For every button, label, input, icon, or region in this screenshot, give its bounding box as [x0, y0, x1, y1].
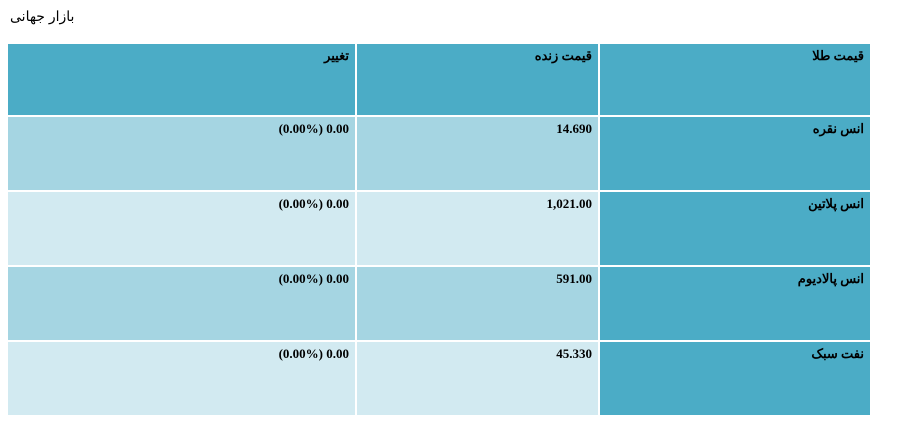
cell-value: 591.00	[556, 271, 592, 286]
market-table: قیمت طلا قیمت زنده تغییر انس نقره 14.690 (0.0…	[6, 42, 872, 417]
row-name: انس پلاتین	[808, 196, 864, 211]
value-cell: (0.00%) 0.00	[8, 342, 355, 415]
row-name: انس نقره	[812, 121, 864, 136]
cell-value: (0.00%) 0.00	[278, 196, 349, 211]
row-name-cell: انس پالادیوم	[600, 267, 870, 340]
row-name: نفت سبک	[811, 346, 864, 361]
row-name-cell: نفت سبک	[600, 342, 870, 415]
table-row: انس نقره 14.690 (0.00%) 0.00	[8, 117, 870, 190]
row-name-cell: انس پلاتین	[600, 192, 870, 265]
value-cell: (0.00%) 0.00	[8, 267, 355, 340]
value-cell: (0.00%) 0.00	[8, 117, 355, 190]
cell-value: 45.330	[556, 346, 592, 361]
table-row: انس پالادیوم 591.00 (0.00%) 0.00	[8, 267, 870, 340]
page-title: بازار جهانی	[10, 8, 75, 24]
column-header: قیمت طلا	[600, 44, 870, 115]
value-cell: 45.330	[357, 342, 598, 415]
cell-value: (0.00%) 0.00	[278, 346, 349, 361]
cell-value: 14.690	[556, 121, 592, 136]
cell-value: 1,021.00	[546, 196, 593, 211]
cell-value: (0.00%) 0.00	[278, 121, 349, 136]
row-name-cell: انس نقره	[600, 117, 870, 190]
value-cell: 591.00	[357, 267, 598, 340]
table-row: نفت سبک 45.330 (0.00%) 0.00	[8, 342, 870, 415]
value-cell: (0.00%) 0.00	[8, 192, 355, 265]
value-cell: 14.690	[357, 117, 598, 190]
row-name: انس پالادیوم	[797, 271, 864, 286]
header-row: قیمت طلا قیمت زنده تغییر	[8, 44, 870, 115]
table-row: انس پلاتین 1,021.00 (0.00%) 0.00	[8, 192, 870, 265]
table-body: قیمت طلا قیمت زنده تغییر انس نقره 14.690 (0.0…	[8, 44, 870, 415]
cell-value: (0.00%) 0.00	[278, 271, 349, 286]
column-header: قیمت زنده	[357, 44, 598, 115]
value-cell: 1,021.00	[357, 192, 598, 265]
column-header: تغییر	[8, 44, 355, 115]
